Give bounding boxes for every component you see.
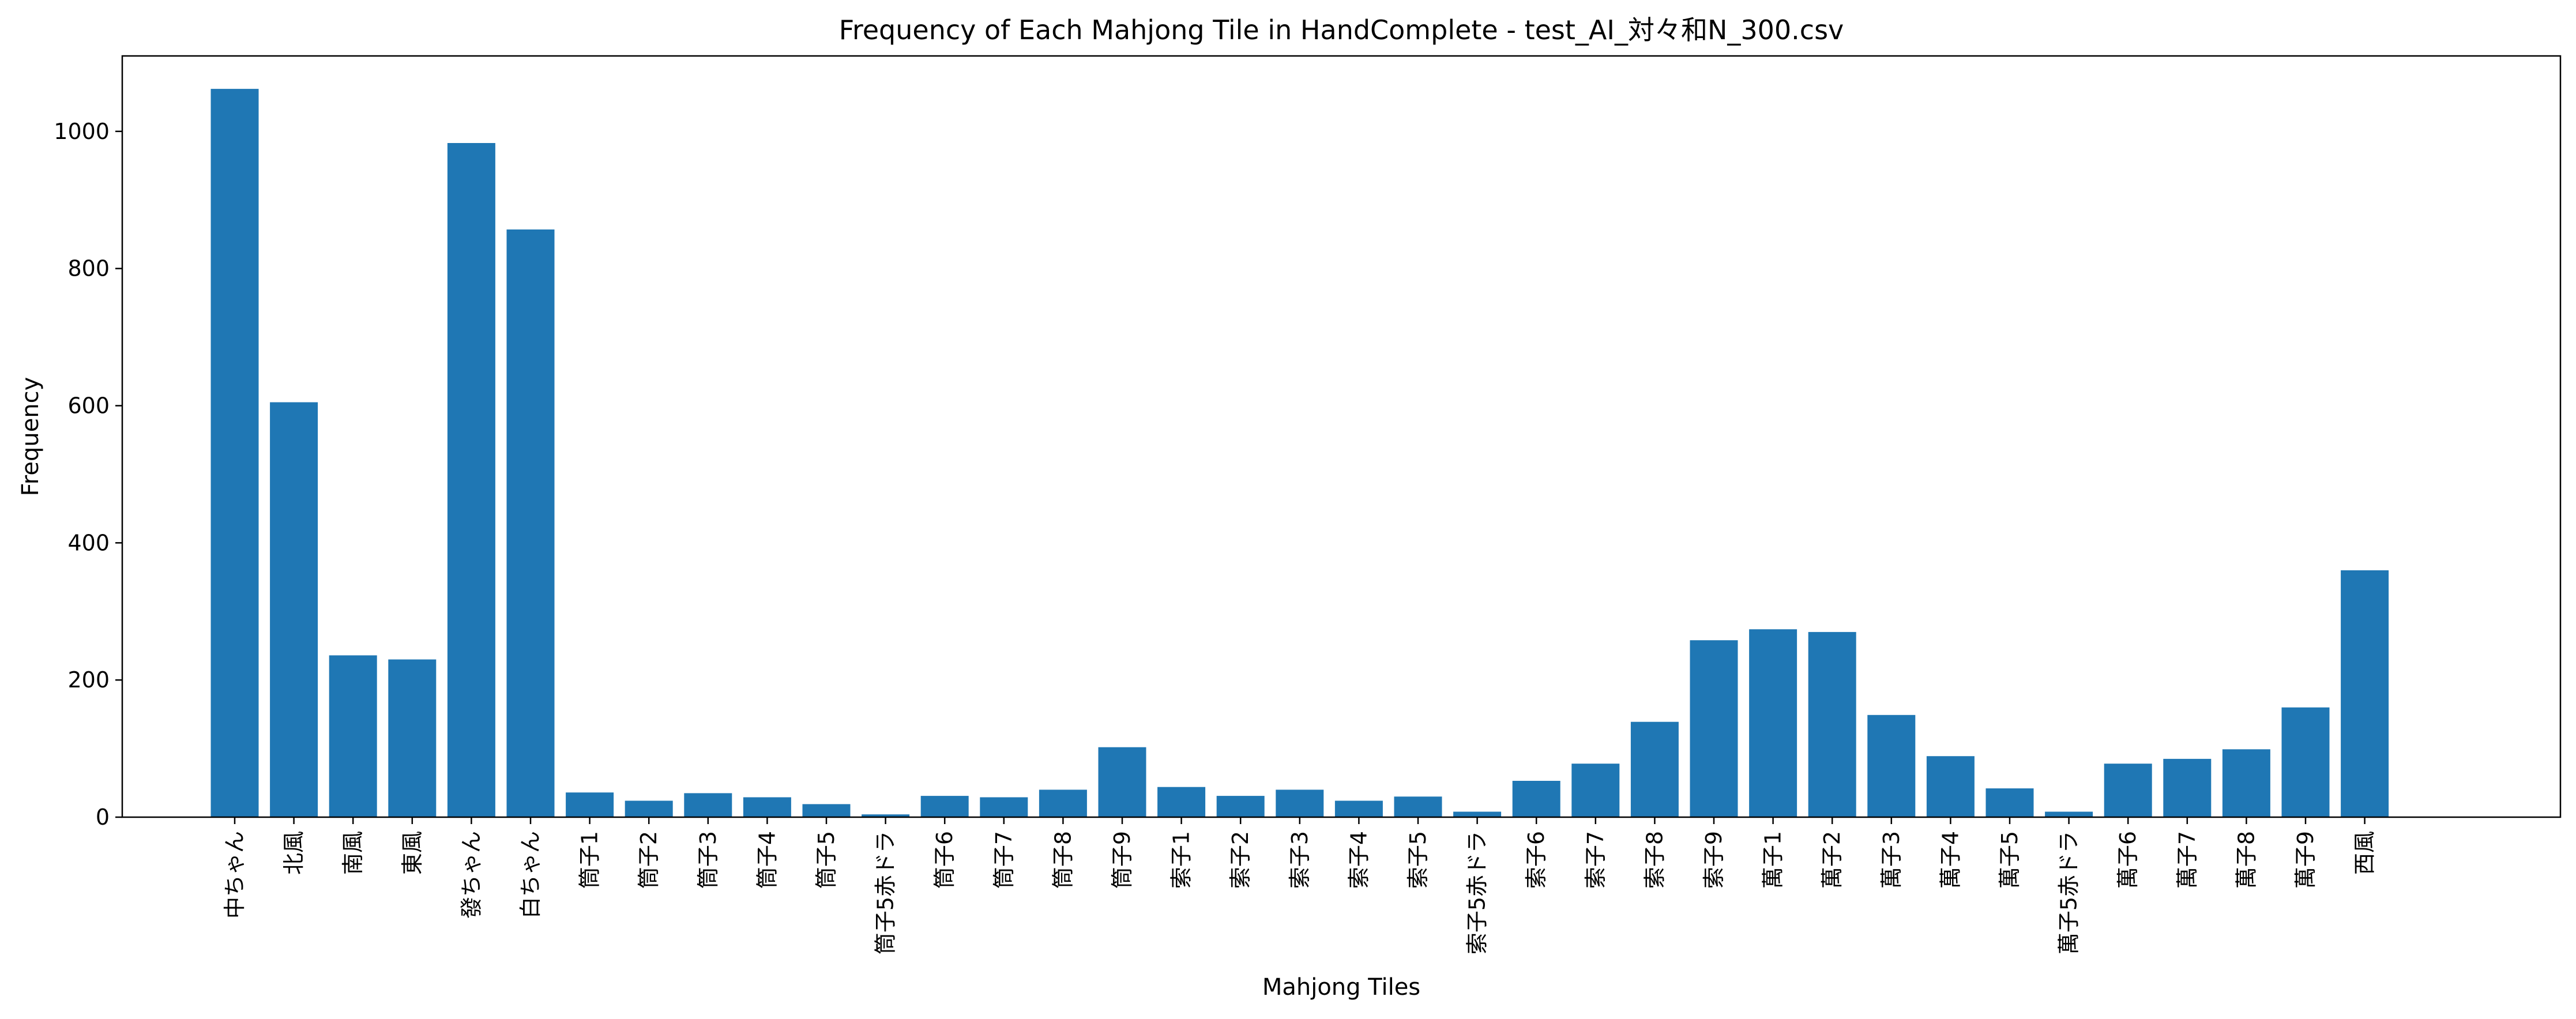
chart-title: Frequency of Each Mahjong Tile in HandCo… xyxy=(839,14,1844,46)
x-tick-label: 筒子4 xyxy=(754,831,780,889)
bar-13 xyxy=(980,797,1028,817)
bar-27 xyxy=(1808,631,1856,817)
bar-24 xyxy=(1630,721,1679,817)
bar-0 xyxy=(210,89,259,818)
bar-31 xyxy=(2045,811,2093,817)
bar-32 xyxy=(2104,764,2152,817)
bar-4 xyxy=(447,143,495,817)
x-tick-label: 萬子1 xyxy=(1761,831,1786,889)
bar-7 xyxy=(625,800,673,817)
x-tick-label: 萬子6 xyxy=(2115,831,2141,889)
x-tick-label: 東風 xyxy=(400,831,425,875)
bar-30 xyxy=(1985,788,2034,817)
x-tick-label: 筒子8 xyxy=(1050,831,1075,889)
bar-1 xyxy=(270,402,318,817)
bar-5 xyxy=(506,229,555,817)
bar-26 xyxy=(1749,629,1797,817)
bar-23 xyxy=(1571,764,1620,817)
bar-34 xyxy=(2222,749,2270,817)
x-tick-label: 萬子4 xyxy=(1938,831,1963,889)
x-tick-label: 索子8 xyxy=(1642,831,1667,889)
y-tick-label: 800 xyxy=(67,256,110,281)
x-tick-label: 筒子3 xyxy=(695,831,721,889)
y-tick-label: 600 xyxy=(67,393,110,418)
x-tick-label: 中ちゃん xyxy=(222,831,247,919)
bar-33 xyxy=(2163,758,2212,817)
y-tick-label: 400 xyxy=(67,530,110,555)
bar-6 xyxy=(566,792,614,817)
x-tick-label: 筒子9 xyxy=(1110,831,1135,889)
x-tick-label: 南風 xyxy=(340,831,366,875)
x-tick-label: 西風 xyxy=(2352,831,2378,875)
y-tick-label: 0 xyxy=(96,804,110,830)
x-tick-label: 筒子2 xyxy=(636,831,661,889)
x-tick-label: 筒子1 xyxy=(577,831,603,889)
bar-25 xyxy=(1690,640,1738,817)
x-tick-label: 索子5赤ドラ xyxy=(1465,831,1490,954)
x-tick-label: 索子2 xyxy=(1228,831,1253,889)
bar-29 xyxy=(1926,756,1975,817)
y-tick-label: 1000 xyxy=(54,119,110,144)
y-axis-label: Frequency xyxy=(17,377,44,497)
x-tick-label: 萬子9 xyxy=(2293,831,2318,889)
bar-3 xyxy=(388,659,437,817)
bar-17 xyxy=(1216,796,1265,817)
x-tick-label: 索子6 xyxy=(1524,831,1549,889)
x-tick-label: 索子9 xyxy=(1701,831,1727,889)
x-axis-label: Mahjong Tiles xyxy=(1262,974,1420,1001)
x-tick-label: 筒子5赤ドラ xyxy=(873,831,898,954)
x-tick-label: 筒子7 xyxy=(991,831,1017,889)
bar-9 xyxy=(743,797,791,817)
x-tick-label: 索子7 xyxy=(1583,831,1608,889)
x-tick-label: 索子1 xyxy=(1169,831,1194,889)
bar-16 xyxy=(1157,787,1206,817)
bar-35 xyxy=(2281,707,2330,817)
bars-group xyxy=(210,89,2389,818)
x-axis-ticks: 中ちゃん 北風 南風 東風 發ちゃん 白ちゃん 筒子1 筒子2 筒子3 筒子4 筒子5 筒子5赤ドラ 筒… xyxy=(222,817,2378,954)
bar-22 xyxy=(1512,781,1560,817)
y-tick-label: 200 xyxy=(67,667,110,693)
bar-14 xyxy=(1039,789,1087,817)
x-tick-label: 萬子7 xyxy=(2175,831,2200,889)
bar-11 xyxy=(862,814,910,817)
bar-36 xyxy=(2341,570,2389,817)
bar-12 xyxy=(920,796,969,817)
x-tick-label: 萬子5 xyxy=(1997,831,2022,889)
bar-18 xyxy=(1276,789,1324,817)
bar-21 xyxy=(1453,811,1502,817)
x-tick-label: 萬子5赤ドラ xyxy=(2056,831,2082,954)
bar-19 xyxy=(1334,800,1383,817)
x-tick-label: 筒子5 xyxy=(814,831,839,889)
x-tick-label: 萬子2 xyxy=(1819,831,1845,889)
bar-8 xyxy=(684,793,732,817)
y-axis-ticks: 0 200 400 600 800 1000 xyxy=(54,119,122,830)
x-tick-label: 白ちゃん xyxy=(518,831,543,919)
x-tick-label: 索子4 xyxy=(1346,831,1371,889)
bar-28 xyxy=(1867,715,1916,817)
bar-15 xyxy=(1098,747,1146,817)
x-tick-label: 索子3 xyxy=(1287,831,1313,889)
bar-2 xyxy=(329,655,377,817)
x-tick-label: 索子5 xyxy=(1405,831,1431,889)
x-tick-label: 萬子8 xyxy=(2233,831,2259,889)
x-tick-label: 發ちゃん xyxy=(458,831,484,919)
x-tick-label: 北風 xyxy=(281,831,307,875)
x-tick-label: 萬子3 xyxy=(1879,831,1904,889)
axes-frame xyxy=(121,55,2562,818)
x-tick-label: 筒子6 xyxy=(932,831,957,889)
bar-20 xyxy=(1394,796,1442,817)
bar-10 xyxy=(802,804,851,817)
